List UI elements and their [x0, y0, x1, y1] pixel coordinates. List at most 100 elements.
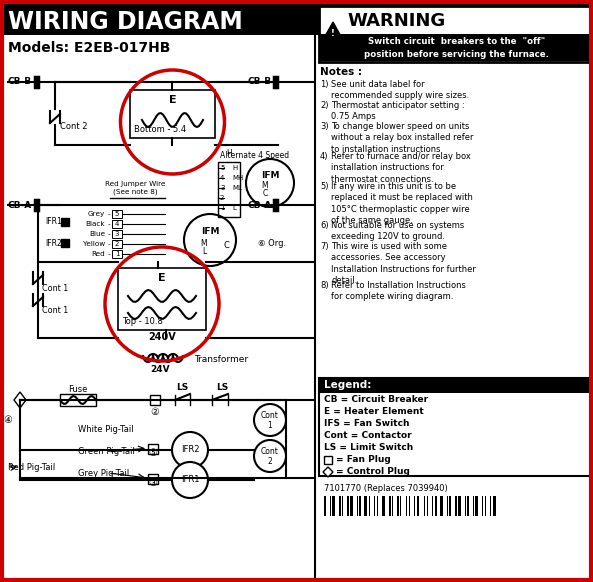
Text: 7101770 (Replaces 7039940): 7101770 (Replaces 7039940)	[324, 484, 448, 493]
Text: C: C	[262, 190, 267, 198]
Bar	[347, 496, 349, 516]
Text: Refer to furnace and/or relay box
installation instructions for
thermostat conne: Refer to furnace and/or relay box instal…	[331, 152, 471, 184]
Text: To change blower speed on units
without a relay box installed refer
to installat: To change blower speed on units without …	[331, 122, 473, 154]
Text: 6): 6)	[320, 221, 329, 230]
Text: 7): 7)	[320, 242, 329, 251]
Bar	[447, 496, 448, 516]
Text: If any wire in this unit is to be
replaced it must be replaced with
105°C thermo: If any wire in this unit is to be replac…	[331, 182, 473, 225]
Circle shape	[254, 440, 286, 472]
Bar	[440, 496, 443, 516]
Text: 4: 4	[220, 175, 224, 181]
Bar	[315, 2, 591, 35]
Bar	[357, 496, 358, 516]
Bar	[417, 496, 419, 516]
Bar	[112, 230, 122, 238]
Text: ⑥ Org.: ⑥ Org.	[258, 240, 286, 249]
Bar	[449, 496, 451, 516]
Text: -: -	[108, 221, 111, 227]
Bar	[112, 240, 122, 248]
Text: 2): 2)	[320, 101, 329, 110]
Bar	[148, 474, 158, 484]
Text: ②: ②	[151, 407, 160, 417]
Text: -: -	[108, 241, 111, 247]
Text: ④: ④	[4, 415, 12, 425]
Text: MH: MH	[232, 175, 243, 181]
Bar	[319, 6, 593, 62]
Circle shape	[254, 404, 286, 436]
Bar	[414, 496, 415, 516]
Text: -: -	[108, 231, 111, 237]
Text: 2: 2	[267, 457, 272, 467]
Text: -: -	[108, 251, 111, 257]
Bar	[319, 378, 591, 393]
Bar	[389, 496, 391, 516]
Text: Cont = Contactor: Cont = Contactor	[324, 431, 412, 441]
Bar	[112, 220, 122, 228]
Text: IFM: IFM	[261, 171, 279, 179]
Bar	[397, 496, 399, 516]
Bar	[409, 496, 410, 516]
Bar	[359, 496, 361, 516]
Text: -: -	[108, 211, 111, 217]
Text: = Control Plug: = Control Plug	[336, 467, 410, 477]
Bar	[112, 210, 122, 218]
Text: L: L	[202, 247, 206, 257]
Bar	[150, 395, 160, 405]
Text: Legend:: Legend:	[324, 381, 371, 391]
Bar	[455, 496, 457, 516]
Text: Red Pig-Tail: Red Pig-Tail	[8, 463, 55, 473]
Text: 5): 5)	[320, 182, 329, 191]
Bar	[61, 239, 69, 247]
Text: Thermostat anticipator setting :
0.75 Amps: Thermostat anticipator setting : 0.75 Am…	[331, 101, 465, 122]
Text: 4: 4	[115, 221, 119, 227]
Text: 3: 3	[115, 231, 119, 237]
Bar	[435, 496, 437, 516]
Text: 1: 1	[267, 421, 272, 431]
Text: See unit data label for
recommended supply wire sizes.: See unit data label for recommended supp…	[331, 80, 469, 101]
Text: IFR2: IFR2	[45, 239, 62, 247]
Bar	[490, 496, 491, 516]
Bar	[130, 90, 215, 138]
Text: Cont 1: Cont 1	[42, 284, 68, 293]
Bar	[475, 496, 478, 516]
Bar	[350, 496, 353, 516]
Bar	[374, 496, 375, 516]
Text: CB-B: CB-B	[8, 77, 32, 87]
Bar	[382, 496, 385, 516]
Bar	[148, 444, 158, 454]
Text: Cont 1: Cont 1	[42, 306, 68, 315]
Bar	[332, 496, 335, 516]
Polygon shape	[323, 467, 333, 477]
Text: Blue: Blue	[89, 231, 105, 237]
Text: ⑤: ⑤	[149, 448, 157, 458]
Polygon shape	[14, 392, 26, 408]
Bar	[377, 496, 378, 516]
Text: ③: ③	[149, 478, 157, 488]
Text: Cont: Cont	[261, 448, 279, 456]
Bar	[467, 496, 469, 516]
Text: WARNING: WARNING	[347, 12, 445, 30]
Text: Cont 2: Cont 2	[60, 122, 88, 131]
Bar	[218, 162, 240, 217]
Bar	[427, 496, 428, 516]
Polygon shape	[323, 22, 343, 40]
Bar	[465, 496, 466, 516]
Text: Fuse: Fuse	[68, 385, 88, 394]
Text: Grey: Grey	[88, 211, 105, 217]
Text: C: C	[223, 240, 229, 250]
Text: Refer to Installation Instructions
for complete wiring diagram.: Refer to Installation Instructions for c…	[331, 281, 466, 301]
Circle shape	[172, 432, 208, 468]
Text: 2: 2	[115, 241, 119, 247]
Bar	[473, 496, 474, 516]
Text: IFR2: IFR2	[181, 445, 199, 455]
Text: 2: 2	[220, 195, 224, 201]
Bar	[324, 496, 326, 516]
Text: IFS = Fan Switch: IFS = Fan Switch	[324, 420, 410, 428]
Bar	[330, 496, 331, 516]
Text: 24V: 24V	[150, 365, 170, 374]
Text: L: L	[232, 205, 236, 211]
Text: 4): 4)	[320, 152, 329, 161]
Bar	[493, 496, 496, 516]
Text: Bottom - 5.4: Bottom - 5.4	[134, 125, 186, 134]
Text: This wire is used with some
accessories. See accessory
Installation Instructions: This wire is used with some accessories.…	[331, 242, 476, 285]
